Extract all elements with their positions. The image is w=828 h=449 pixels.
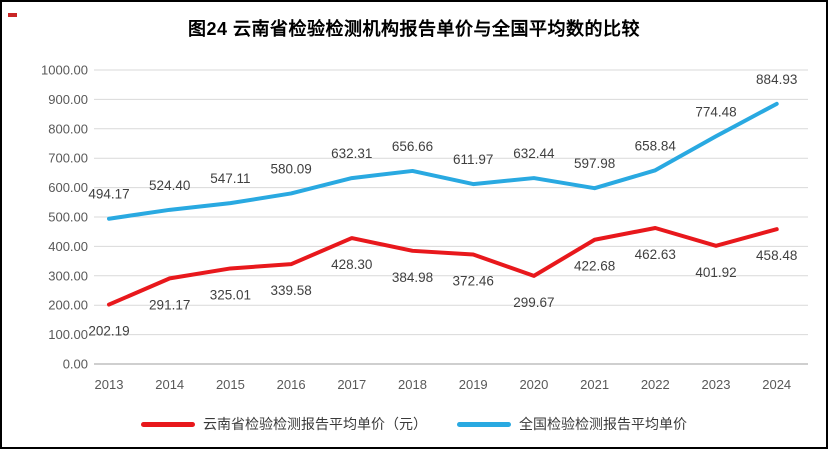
x-axis-tick-label: 2020 (519, 377, 548, 392)
data-label: 401.92 (695, 265, 736, 280)
y-axis-tick-label: 1000.00 (41, 63, 88, 78)
legend-swatch-red-line (141, 421, 195, 427)
data-label: 632.31 (331, 146, 372, 161)
x-axis-tick-label: 2019 (459, 377, 488, 392)
x-axis-tick-label: 2018 (398, 377, 427, 392)
y-axis-tick-label: 200.00 (48, 298, 88, 313)
data-label: 656.66 (392, 139, 433, 154)
y-axis-tick-label: 800.00 (48, 121, 88, 136)
y-axis-tick-label: 0.00 (63, 357, 88, 372)
data-label: 372.46 (453, 273, 494, 288)
data-label: 428.30 (331, 257, 372, 272)
x-axis-tick-label: 2023 (702, 377, 731, 392)
legend-label-national: 全国检验检测报告平均单价 (519, 416, 687, 432)
data-label: 384.98 (392, 270, 433, 285)
x-axis-tick-label: 2016 (277, 377, 306, 392)
y-axis-tick-label: 700.00 (48, 151, 88, 166)
data-label: 325.01 (210, 287, 251, 302)
data-label: 547.11 (210, 171, 250, 186)
data-label: 202.19 (88, 324, 129, 339)
data-label: 494.17 (88, 187, 129, 202)
series-line-1 (107, 101, 779, 221)
data-label: 580.09 (270, 161, 311, 176)
y-axis-tick-label: 400.00 (48, 239, 88, 254)
y-axis-tick-label: 100.00 (48, 327, 88, 342)
data-label: 291.17 (149, 297, 190, 312)
data-label: 299.67 (513, 295, 554, 310)
chart-legend: 云南省检验检测报告平均单价（元） 全国检验检测报告平均单价 (2, 414, 826, 434)
series-line-0 (107, 225, 779, 307)
data-label: 884.93 (756, 72, 797, 87)
legend-swatch-blue-line (457, 421, 511, 427)
data-label: 597.98 (574, 156, 615, 171)
data-label: 524.40 (149, 178, 190, 193)
y-axis-tick-label: 500.00 (48, 210, 88, 225)
data-label: 774.48 (695, 104, 736, 119)
data-label: 422.68 (574, 259, 615, 274)
x-axis-tick-label: 2022 (641, 377, 670, 392)
data-label: 632.44 (513, 146, 555, 161)
chart-title: 图24 云南省检验检测机构报告单价与全国平均数的比较 (187, 19, 641, 39)
data-label: 339.58 (270, 283, 311, 298)
x-axis-tick-label: 2015 (216, 377, 245, 392)
x-axis-tick-label: 2014 (155, 377, 184, 392)
y-axis-tick-label: 900.00 (48, 92, 88, 107)
data-label: 611.97 (453, 152, 493, 167)
x-axis-tick-label: 2024 (762, 377, 791, 392)
legend-item-yunnan: 云南省检验检测报告平均单价（元） (141, 414, 427, 434)
x-axis-tick-label: 2017 (337, 377, 366, 392)
stray-red-mark (8, 13, 17, 17)
data-label: 458.48 (756, 248, 797, 263)
x-axis-tick-label: 2013 (95, 377, 124, 392)
data-label: 658.84 (635, 138, 677, 153)
y-axis-tick-label: 300.00 (48, 268, 88, 283)
x-axis-tick-label: 2021 (580, 377, 609, 392)
legend-item-national: 全国检验检测报告平均单价 (457, 414, 687, 434)
legend-label-yunnan: 云南省检验检测报告平均单价（元） (203, 416, 427, 432)
data-label: 462.63 (635, 247, 676, 262)
y-axis-tick-label: 600.00 (48, 180, 88, 195)
